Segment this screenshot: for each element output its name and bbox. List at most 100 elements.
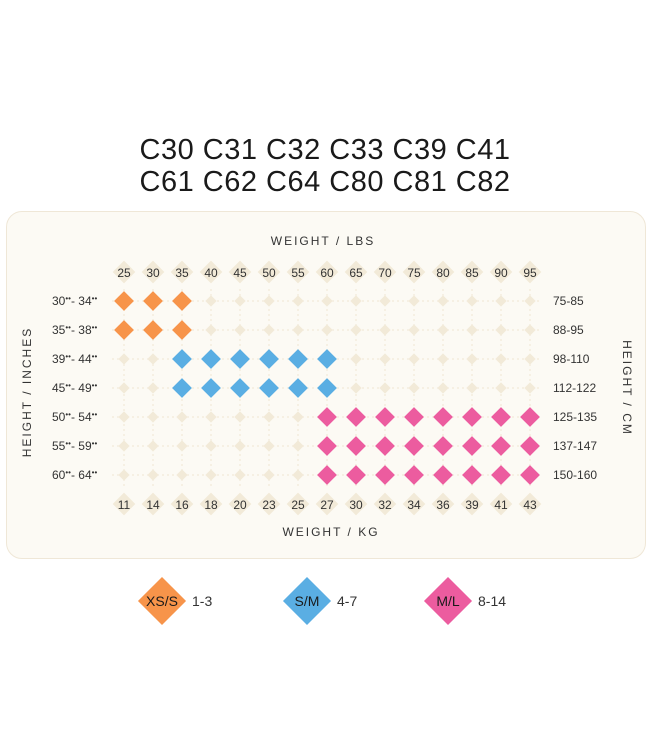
y-tick-inches: 60••- 64•• — [52, 468, 97, 482]
empty-marker — [292, 324, 304, 336]
x-tick-lbs: 50 — [262, 266, 276, 280]
x-tick-lbs: 75 — [407, 266, 421, 280]
empty-marker — [408, 382, 420, 394]
tick-diamond-bottom — [489, 492, 513, 516]
empty-marker — [147, 353, 159, 365]
size-marker — [404, 436, 424, 456]
left-axis-title: HEIGHT / INCHES — [20, 327, 34, 457]
empty-marker — [118, 382, 130, 394]
empty-marker — [205, 295, 217, 307]
tick-diamond-top — [402, 260, 426, 284]
x-tick-lbs: 85 — [465, 266, 479, 280]
tick-diamond-top — [489, 260, 513, 284]
empty-marker — [234, 469, 246, 481]
empty-marker — [379, 324, 391, 336]
tick-diamond-bottom — [373, 492, 397, 516]
empty-marker — [205, 469, 217, 481]
y-tick-cm: 98-110 — [553, 352, 590, 366]
empty-marker — [524, 295, 536, 307]
empty-marker — [495, 382, 507, 394]
tick-diamond-top — [518, 260, 542, 284]
x-tick-lbs: 35 — [175, 266, 189, 280]
size-marker — [462, 465, 482, 485]
empty-marker — [292, 440, 304, 452]
right-axis-title: HEIGHT / CM — [620, 340, 634, 436]
size-marker — [317, 465, 337, 485]
x-tick-kg: 30 — [349, 498, 363, 512]
empty-marker — [379, 295, 391, 307]
empty-marker — [263, 440, 275, 452]
size-marker — [259, 349, 279, 369]
size-marker — [114, 291, 134, 311]
empty-marker — [263, 411, 275, 423]
size-marker — [317, 349, 337, 369]
y-tick-inches: 55••- 59•• — [52, 439, 97, 453]
x-tick-kg: 25 — [291, 498, 305, 512]
size-marker — [462, 407, 482, 427]
empty-marker — [437, 353, 449, 365]
tick-diamond-bottom — [518, 492, 542, 516]
empty-marker — [437, 324, 449, 336]
size-marker — [433, 407, 453, 427]
size-marker — [375, 407, 395, 427]
y-tick-cm: 150-160 — [553, 468, 597, 482]
size-marker — [201, 349, 221, 369]
legend-range-label: 8-14 — [478, 593, 506, 609]
x-tick-lbs: 65 — [349, 266, 363, 280]
empty-marker — [379, 353, 391, 365]
x-tick-kg: 11 — [118, 498, 131, 512]
size-marker — [346, 407, 366, 427]
empty-marker — [437, 382, 449, 394]
empty-marker — [234, 440, 246, 452]
empty-marker — [234, 411, 246, 423]
x-tick-lbs: 90 — [494, 266, 508, 280]
empty-marker — [205, 440, 217, 452]
empty-marker — [321, 295, 333, 307]
x-tick-kg: 18 — [204, 498, 218, 512]
y-tick-inches: 30••- 34•• — [52, 294, 97, 308]
empty-marker — [466, 295, 478, 307]
size-marker — [346, 436, 366, 456]
x-tick-kg: 41 — [494, 498, 508, 512]
size-marker — [288, 378, 308, 398]
x-tick-kg: 32 — [378, 498, 392, 512]
legend-diamond — [423, 576, 473, 626]
tick-diamond-top — [286, 260, 310, 284]
x-tick-lbs: 60 — [320, 266, 334, 280]
size-marker — [114, 320, 134, 340]
tick-diamond-bottom — [431, 492, 455, 516]
legend-diamond — [282, 576, 332, 626]
empty-marker — [350, 382, 362, 394]
x-tick-lbs: 45 — [233, 266, 247, 280]
y-tick-cm: 75-85 — [553, 294, 584, 308]
empty-marker — [234, 295, 246, 307]
empty-marker — [495, 295, 507, 307]
empty-marker — [176, 469, 188, 481]
size-marker — [520, 436, 540, 456]
size-marker — [491, 465, 511, 485]
empty-marker — [379, 382, 391, 394]
top-axis-title: WEIGHT / LBS — [271, 234, 375, 248]
title-line-1: C30 C31 C32 C33 C39 C41 — [139, 134, 511, 166]
x-tick-lbs: 30 — [146, 266, 160, 280]
size-marker — [375, 436, 395, 456]
empty-marker — [147, 469, 159, 481]
empty-marker — [350, 295, 362, 307]
tick-diamond-bottom — [257, 492, 281, 516]
bottom-axis-title: WEIGHT / KG — [282, 525, 379, 539]
tick-diamond-top — [460, 260, 484, 284]
empty-marker — [408, 353, 420, 365]
x-tick-lbs: 80 — [436, 266, 450, 280]
size-marker — [462, 436, 482, 456]
size-marker — [172, 291, 192, 311]
empty-marker — [466, 324, 478, 336]
x-tick-kg: 23 — [262, 498, 276, 512]
size-marker — [520, 407, 540, 427]
empty-marker — [147, 382, 159, 394]
size-marker — [491, 436, 511, 456]
x-tick-kg: 34 — [407, 498, 421, 512]
legend-range-label: 1-3 — [192, 593, 212, 609]
empty-marker — [147, 411, 159, 423]
empty-marker — [292, 469, 304, 481]
